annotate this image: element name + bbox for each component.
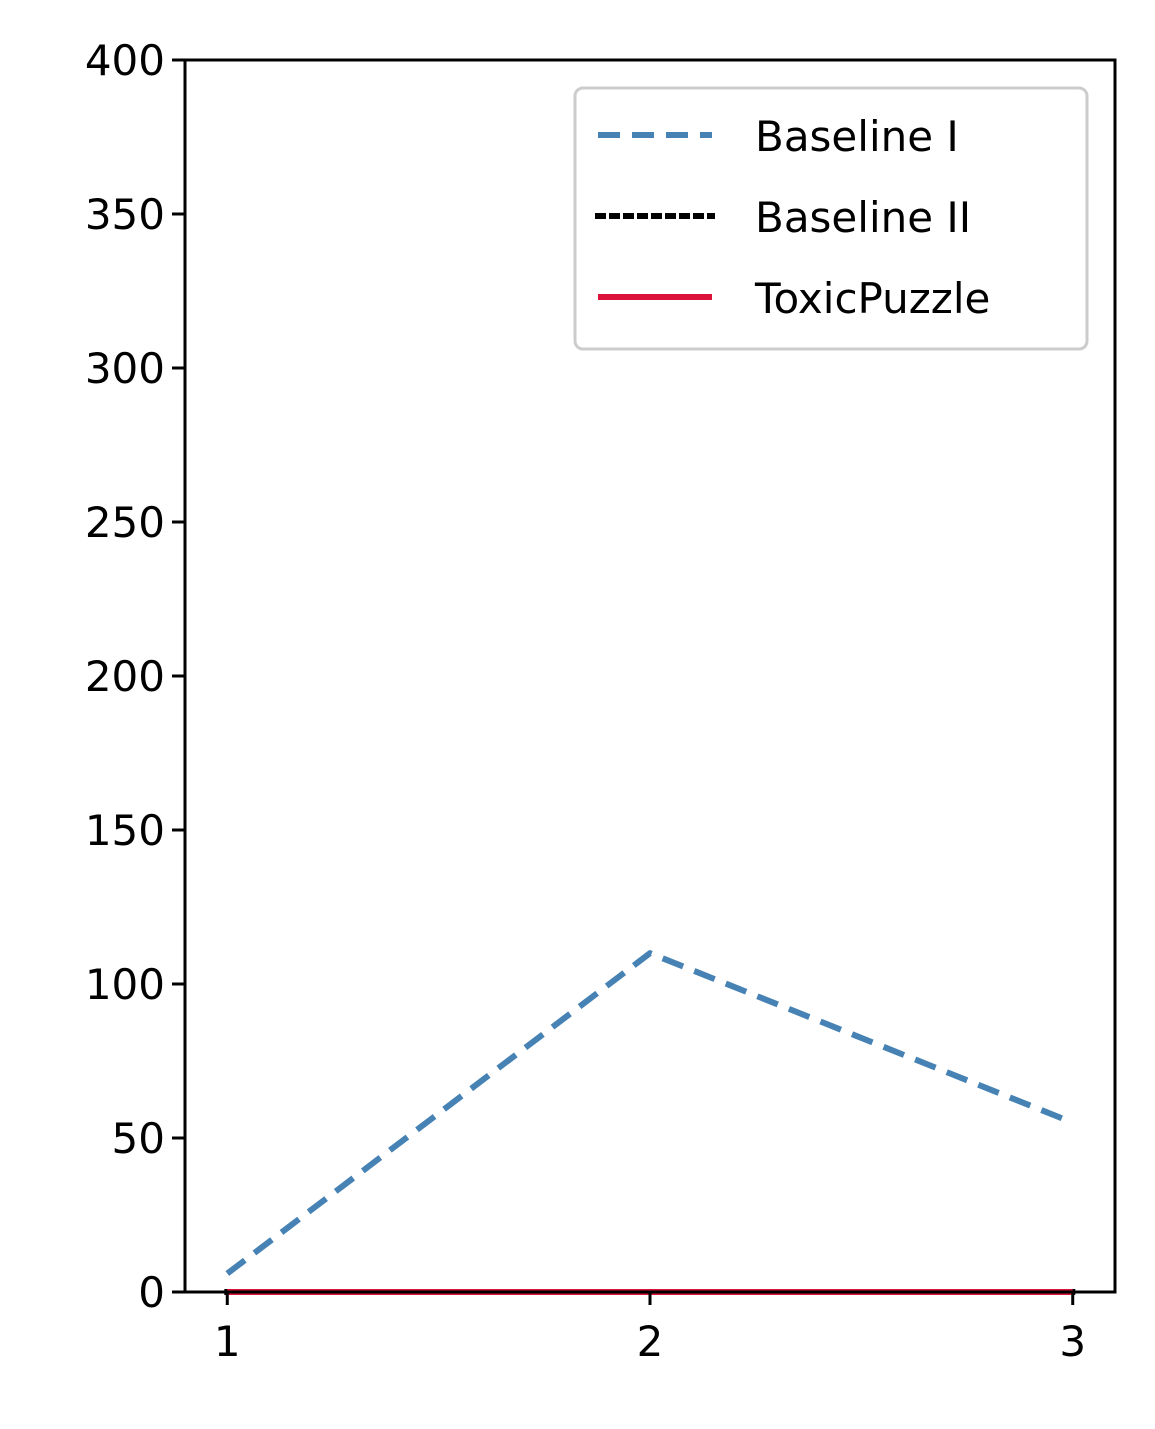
- legend-label: Baseline I: [755, 112, 959, 161]
- x-axis: 1 2 3: [214, 1292, 1086, 1366]
- legend-label: Baseline II: [755, 193, 971, 242]
- y-tick-label: 50: [112, 1114, 165, 1163]
- y-tick-label: 200: [85, 652, 165, 701]
- y-tick-label: 300: [85, 344, 165, 393]
- x-tick-label: 3: [1059, 1317, 1086, 1366]
- series-line-baseline-i: [225, 950, 1074, 1276]
- x-tick-label: 1: [214, 1317, 241, 1366]
- y-tick-label: 400: [85, 36, 165, 85]
- legend-box: [573, 86, 1089, 351]
- y-axis: 0 50 100 150 200 250 300 350 400: [85, 36, 185, 1317]
- legend: Baseline I Baseline II ToxicPuzzle: [573, 86, 1089, 351]
- y-tick-label: 100: [85, 960, 165, 1009]
- plot-lines: [224, 950, 1076, 1295]
- y-tick-label: 0: [138, 1268, 165, 1317]
- x-tick-label: 2: [637, 1317, 664, 1366]
- y-tick-label: 350: [85, 190, 165, 239]
- y-tick-label: 250: [85, 498, 165, 547]
- legend-label: ToxicPuzzle: [754, 274, 990, 323]
- y-tick-label: 150: [85, 806, 165, 855]
